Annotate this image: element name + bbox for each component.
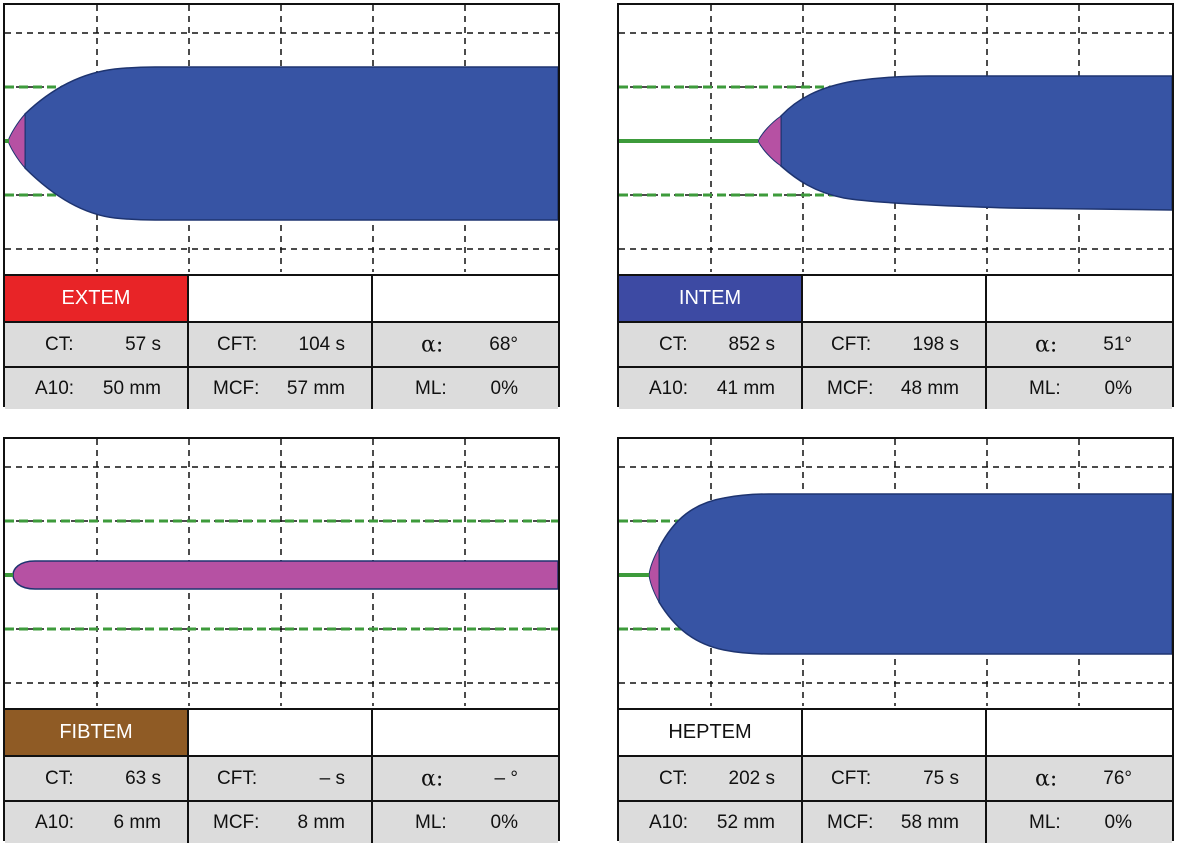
ct-value: 57 s	[125, 333, 161, 355]
mcf-label: MCF:	[213, 811, 260, 833]
ct-value: 202 s	[728, 767, 775, 789]
assay-label: INTEM	[619, 276, 801, 321]
alpha-value: 76°	[1103, 767, 1132, 789]
mcf-label: MCF:	[827, 377, 874, 399]
ml-label: ML:	[1029, 811, 1061, 833]
assay-label: EXTEM	[5, 276, 187, 321]
cft-value: 75 s	[923, 767, 959, 789]
alpha-label: α:	[1035, 332, 1058, 357]
trace-plot-extem	[5, 5, 558, 272]
ml-label: ML:	[415, 811, 447, 833]
cft-value: 198 s	[912, 333, 959, 355]
ct-label: CT:	[45, 767, 74, 789]
early-trace	[648, 546, 660, 604]
ct-value: 852 s	[728, 333, 775, 355]
ct-value: 63 s	[125, 767, 161, 789]
mcf-label: MCF:	[213, 377, 260, 399]
ct-label: CT:	[45, 333, 74, 355]
alpha-label: α:	[421, 332, 444, 357]
mcf-value: 8 mm	[297, 811, 346, 833]
early-trace	[12, 560, 558, 590]
panel-intem: INTEM CT: 852 s CFT: 198 s α: 51° A10: 41 mm…	[617, 3, 1174, 409]
a10-label: A10:	[649, 811, 689, 833]
clot-trace	[658, 493, 1172, 655]
cft-label: CFT:	[217, 333, 258, 355]
mcf-label: MCF:	[827, 811, 874, 833]
early-trace	[757, 115, 782, 167]
cft-value: 104 s	[298, 333, 345, 355]
assay-label: HEPTEM	[668, 721, 752, 743]
cft-label: CFT:	[217, 767, 258, 789]
mcf-value: 48 mm	[900, 377, 959, 399]
ml-value: 0%	[1104, 811, 1132, 833]
ml-value: 0%	[490, 811, 518, 833]
panel-fibtem: FIBTEM CT: 63 s CFT: – s α: – ° A10: 6 mm MC…	[3, 437, 560, 843]
cft-value: – s	[319, 767, 345, 789]
early-trace	[7, 112, 26, 170]
cft-label: CFT:	[831, 333, 872, 355]
ml-value: 0%	[1104, 377, 1132, 399]
a10-label: A10:	[35, 811, 75, 833]
ct-label: CT:	[659, 767, 688, 789]
panel-extem: EXTEM CT: 57 s CFT: 104 s α: 68° A10: 50 mm …	[3, 3, 560, 409]
alpha-value: 51°	[1103, 333, 1132, 355]
a10-value: 52 mm	[716, 811, 775, 833]
mcf-value: 58 mm	[900, 811, 959, 833]
cft-label: CFT:	[831, 767, 872, 789]
ml-label: ML:	[415, 377, 447, 399]
alpha-label: α:	[421, 766, 444, 791]
alpha-value: 68°	[489, 333, 518, 355]
clot-trace	[24, 66, 558, 221]
trace-plot-intem	[619, 5, 1172, 272]
mcf-value: 57 mm	[286, 377, 345, 399]
ct-label: CT:	[659, 333, 688, 355]
alpha-label: α:	[1035, 766, 1058, 791]
a10-label: A10:	[35, 377, 75, 399]
a10-value: 50 mm	[102, 377, 161, 399]
alpha-value: – °	[494, 767, 518, 789]
trace-plot-fibtem	[5, 439, 558, 706]
ml-value: 0%	[490, 377, 518, 399]
ml-label: ML:	[1029, 377, 1061, 399]
clot-trace	[780, 75, 1172, 211]
trace-plot-heptem	[619, 439, 1172, 706]
a10-value: 6 mm	[113, 811, 162, 833]
a10-label: A10:	[649, 377, 689, 399]
a10-value: 41 mm	[716, 377, 775, 399]
panel-heptem: HEPTEM CT: 202 s CFT: 75 s α: 76° A10: 52 mm…	[617, 437, 1174, 843]
assay-label: FIBTEM	[5, 710, 187, 755]
